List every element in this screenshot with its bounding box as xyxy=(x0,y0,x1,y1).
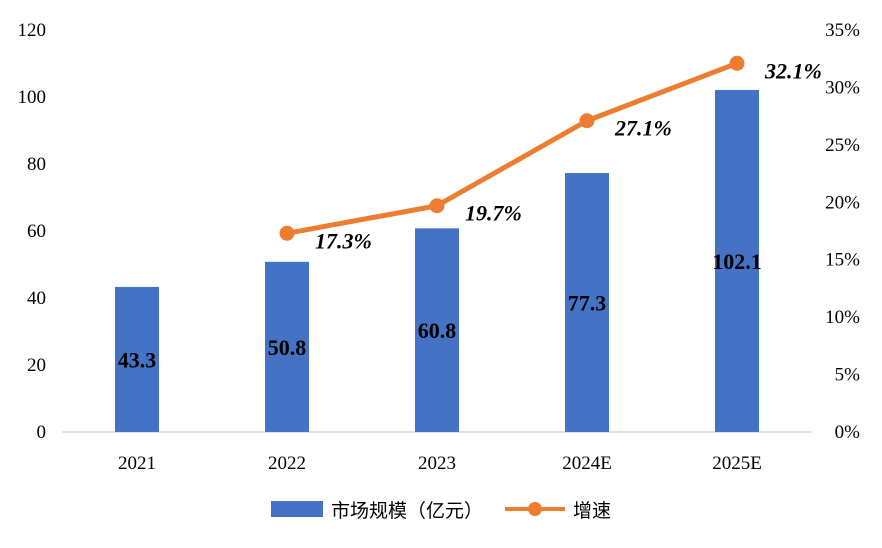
legend-bar-swatch xyxy=(270,501,323,517)
y-right-tick-label: 10% xyxy=(825,307,860,328)
y-right-tick-label: 20% xyxy=(825,192,860,213)
y-right-tick-label: 15% xyxy=(825,250,860,271)
y-right-tick-label: 0% xyxy=(835,422,861,443)
bar xyxy=(265,261,309,432)
bar-data-label: 50.8 xyxy=(268,335,307,360)
bar-series xyxy=(115,89,759,433)
y-axis-right: 0% 5% 10% 15% 20% 25% 30% 35% xyxy=(825,20,860,443)
x-tick-label: 2025E xyxy=(712,453,762,474)
line-series xyxy=(279,55,745,241)
y-left-tick-label: 60 xyxy=(27,221,46,242)
bar-data-label: 43.3 xyxy=(118,347,157,372)
y-left-tick-label: 40 xyxy=(27,288,46,309)
line-data-labels: 17.3% 19.7% 27.1% 32.1% xyxy=(315,58,822,253)
line-data-label: 19.7% xyxy=(465,201,522,226)
y-right-tick-label: 5% xyxy=(835,365,861,386)
x-tick-label: 2021 xyxy=(118,453,156,474)
y-right-tick-label: 35% xyxy=(825,20,860,41)
legend-label-bar: 市场规模（亿元） xyxy=(330,499,483,522)
y-right-tick-label: 30% xyxy=(825,77,860,98)
line-data-label: 32.1% xyxy=(764,58,822,83)
y-axis-left: 0 20 40 60 80 100 120 xyxy=(18,20,47,443)
bar-data-label: 102.1 xyxy=(712,249,762,274)
line-point xyxy=(729,55,745,71)
line-point xyxy=(279,225,295,241)
y-left-tick-label: 80 xyxy=(27,154,46,175)
line-data-label: 17.3% xyxy=(315,228,372,253)
bar-data-label: 77.3 xyxy=(568,291,607,316)
y-left-tick-label: 120 xyxy=(18,20,47,41)
x-tick-label: 2023 xyxy=(418,453,456,474)
growth-line xyxy=(284,60,740,236)
legend: 市场规模（亿元） 增速 xyxy=(0,494,882,524)
line-point xyxy=(429,198,445,214)
legend-line-swatch xyxy=(505,500,565,518)
bar xyxy=(115,286,159,432)
y-left-tick-label: 20 xyxy=(27,355,46,376)
x-tick-label: 2022 xyxy=(268,453,306,474)
x-axis: 2021 2022 2023 2024E 2025E xyxy=(118,453,762,474)
bar-data-label: 60.8 xyxy=(418,318,457,343)
x-tick-label: 2024E xyxy=(562,453,612,474)
bar-data-labels: 43.3 50.8 60.8 77.3 102.1 xyxy=(118,249,762,372)
bar xyxy=(565,173,609,433)
bar xyxy=(415,228,459,432)
bar xyxy=(715,89,759,432)
legend-item-line[interactable]: 增速 xyxy=(505,496,611,523)
line-point xyxy=(579,113,595,129)
legend-label-line: 增速 xyxy=(573,499,612,522)
y-left-tick-label: 0 xyxy=(37,422,47,443)
line-data-label: 27.1% xyxy=(614,116,672,141)
legend-item-bar[interactable]: 市场规模（亿元） xyxy=(270,496,483,523)
y-left-tick-label: 100 xyxy=(18,87,47,108)
y-right-tick-label: 25% xyxy=(825,135,860,156)
